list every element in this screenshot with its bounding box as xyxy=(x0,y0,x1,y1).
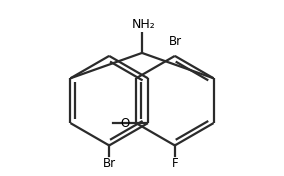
Text: Br: Br xyxy=(103,157,116,170)
Text: NH₂: NH₂ xyxy=(131,18,155,31)
Text: F: F xyxy=(172,157,178,170)
Text: Br: Br xyxy=(169,35,182,48)
Text: O: O xyxy=(120,117,129,130)
